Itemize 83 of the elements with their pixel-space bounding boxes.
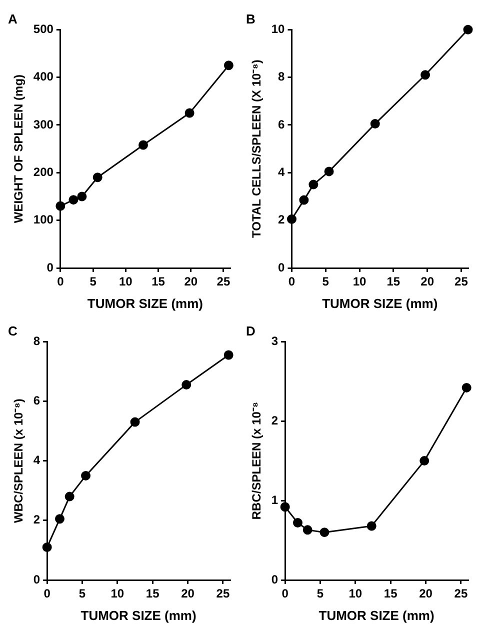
x-axis-title: TUMOR SIZE (mm) — [80, 608, 196, 623]
x-tick-label: 25 — [216, 274, 230, 289]
y-tick-label: 6 — [33, 394, 40, 408]
x-tick-label: 10 — [348, 586, 362, 601]
y-tick-label: 8 — [278, 70, 286, 84]
point — [92, 172, 102, 182]
y-axis-title: RBC/SPLEEN (x 10⁻⁸ — [250, 402, 264, 520]
x-tick-label: 20 — [419, 586, 433, 601]
y-tick-label: 200 — [33, 164, 54, 179]
y-tick-label: 400 — [33, 70, 54, 84]
y-tick-label: 0 — [271, 572, 278, 586]
point — [462, 382, 472, 392]
point — [130, 417, 140, 427]
chart-title: B — [246, 11, 256, 26]
y-tick-label: 2 — [278, 212, 286, 227]
point — [324, 166, 334, 176]
point — [138, 140, 148, 150]
point — [64, 492, 74, 502]
point — [299, 195, 309, 205]
point — [366, 521, 376, 531]
y-tick-label: 300 — [33, 117, 54, 132]
x-tick-label: 10 — [110, 586, 124, 601]
x-tick-label: 20 — [184, 274, 198, 289]
x-tick-label: 20 — [181, 586, 195, 601]
chart-title: D — [246, 323, 256, 338]
y-tick-label: 10 — [271, 22, 286, 36]
point — [320, 528, 330, 538]
x-tick-label: 0 — [288, 274, 296, 289]
y-tick-label: 100 — [33, 212, 54, 227]
y-tick-label: 1 — [271, 492, 278, 507]
y-axis-title: WBC/SPLEEN (x 10⁻⁸) — [12, 398, 26, 523]
y-tick-label: 2 — [33, 512, 40, 527]
point — [280, 502, 290, 512]
x-tick-label: 25 — [454, 274, 468, 289]
y-axis-title: TOTAL CELLS/SPLEEN (X 10⁻⁸) — [250, 60, 264, 238]
y-tick-label: 2 — [271, 413, 278, 428]
x-axis-title: TUMOR SIZE (mm) — [318, 608, 434, 623]
point — [68, 195, 78, 205]
x-tick-label: 25 — [454, 586, 468, 601]
x-tick-label: 15 — [384, 586, 398, 601]
x-axis-title: TUMOR SIZE (mm) — [87, 296, 203, 311]
point — [56, 201, 66, 211]
y-tick-label: 4 — [278, 164, 286, 179]
y-tick-label: 0 — [33, 572, 40, 586]
point — [463, 24, 473, 34]
x-axis-title: TUMOR SIZE (mm) — [322, 296, 438, 311]
y-tick-label: 3 — [271, 334, 278, 348]
point — [292, 518, 302, 528]
y-tick-label: 8 — [33, 334, 40, 348]
point — [302, 525, 312, 535]
y-tick-label: 6 — [278, 117, 286, 132]
point — [224, 60, 234, 70]
point — [224, 350, 234, 360]
y-tick-label: 500 — [33, 22, 54, 36]
x-tick-label: 5 — [78, 586, 86, 601]
point — [308, 180, 318, 190]
point — [420, 456, 430, 466]
point — [420, 70, 430, 80]
point — [42, 542, 52, 552]
x-tick-label: 10 — [118, 274, 133, 289]
x-tick-label: 5 — [90, 274, 97, 289]
point — [81, 470, 91, 480]
x-tick-label: 10 — [352, 274, 367, 289]
x-tick-label: 0 — [57, 274, 64, 289]
y-tick-label: 0 — [278, 260, 286, 274]
point — [77, 192, 87, 202]
x-tick-label: 15 — [152, 274, 166, 289]
point — [182, 380, 192, 390]
x-tick-label: 15 — [146, 586, 160, 601]
point — [184, 108, 194, 118]
point — [287, 214, 296, 224]
point — [370, 119, 380, 129]
y-tick-label: 0 — [46, 260, 54, 274]
x-tick-label: 25 — [216, 586, 230, 601]
x-tick-label: 20 — [420, 274, 434, 289]
chart-title: C — [8, 323, 18, 338]
point — [54, 514, 64, 524]
y-tick-label: 4 — [33, 453, 40, 468]
chart-title: A — [8, 11, 18, 26]
x-tick-label: 15 — [386, 274, 400, 289]
y-axis-title: WEIGHT OF SPLEEN (mg) — [12, 74, 26, 224]
x-tick-label: 5 — [316, 586, 324, 601]
x-tick-label: 5 — [322, 274, 330, 289]
